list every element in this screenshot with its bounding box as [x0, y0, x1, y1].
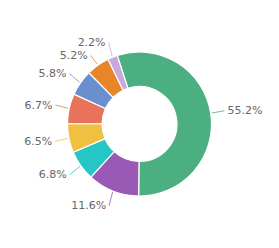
data-label: 6.7%: [25, 99, 53, 112]
leader-line: [55, 138, 68, 141]
slices: [68, 52, 212, 196]
data-label: 6.8%: [39, 168, 67, 181]
data-label: 5.2%: [60, 49, 88, 62]
chart: 55.2% 11.6% 6.8% 6.5% 6.7% 5.8% 5.2%2.2%: [0, 0, 279, 248]
slice: [68, 124, 106, 153]
data-label: 11.6%: [71, 199, 106, 212]
data-label: 55.2%: [228, 104, 263, 117]
data-label: 5.8%: [38, 67, 66, 80]
data-label: 2.2%: [78, 36, 106, 49]
data-label: 6.5%: [24, 135, 52, 148]
leader-line: [56, 105, 69, 108]
leader-line: [91, 55, 98, 64]
labels: 55.2% 11.6% 6.8% 6.5% 6.7% 5.8% 5.2%2.2%: [24, 36, 262, 212]
leader-line: [109, 192, 113, 206]
leader-line: [70, 166, 80, 175]
leader-line: [69, 74, 79, 83]
slice: [108, 56, 128, 91]
leader-line: [212, 111, 225, 113]
leader-line: [109, 42, 113, 56]
